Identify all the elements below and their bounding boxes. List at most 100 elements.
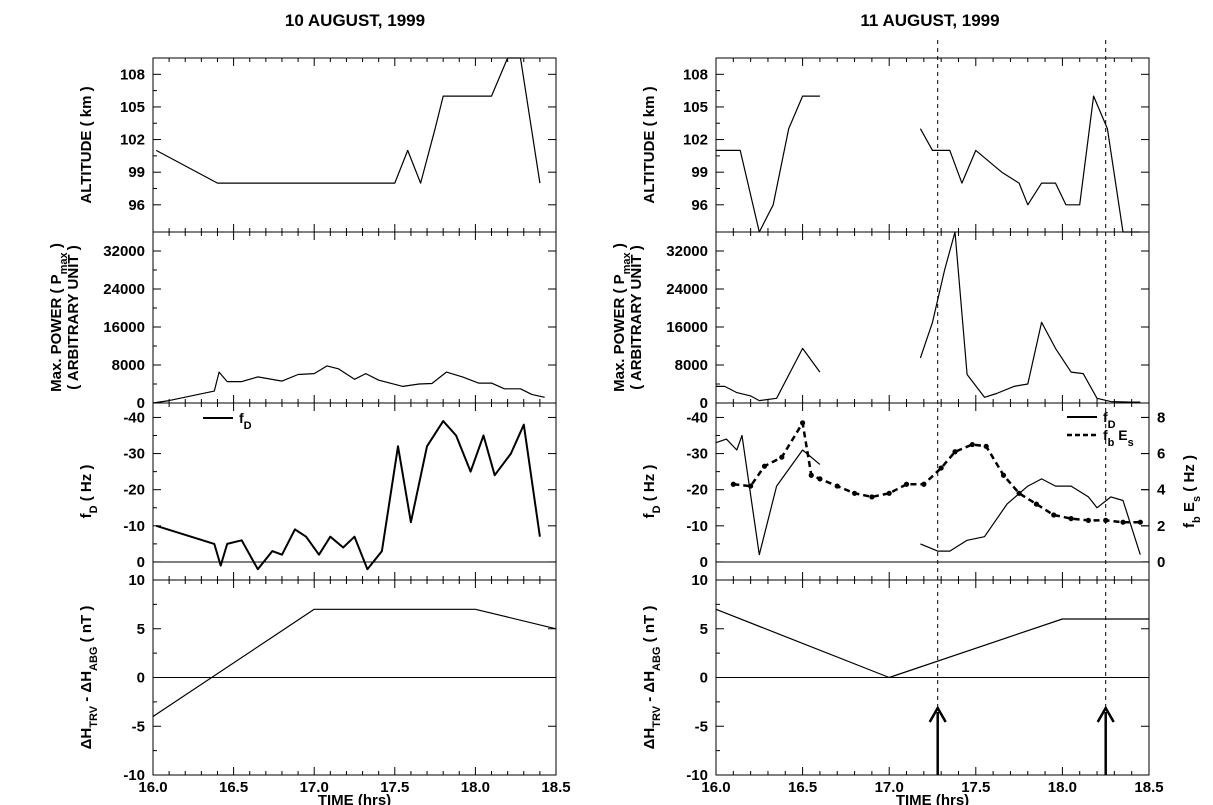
y-tick-label: 5	[700, 621, 708, 638]
y-tick-label: 5	[137, 621, 145, 638]
series-line-main-1	[715, 608, 1149, 679]
y-tick-label: 10	[691, 572, 708, 589]
y-right-tick-label: 0	[1157, 554, 1165, 571]
x-tick-label: 18.5	[1134, 779, 1163, 796]
y-axis-label: Max. POWER ( Pmax​ )	[611, 243, 633, 392]
series-line-main-1	[152, 608, 557, 717]
series-point	[817, 476, 823, 482]
x-tick-label: 17.0	[875, 779, 904, 796]
y-axis-label: ALTITUDE ( km )	[641, 86, 658, 203]
y-tick-label: 0	[137, 670, 145, 687]
panel-frame	[152, 402, 557, 581]
panel-frame	[715, 231, 1150, 404]
series-point	[851, 490, 858, 496]
y-axis-label: ΔHTRV​ - ΔHABG​ ( nT )	[641, 606, 663, 750]
y-tick-label: -5	[695, 718, 708, 735]
series-point	[779, 454, 785, 460]
legend: fD​fb​ Es​	[1067, 409, 1134, 449]
y-axis-label: fD​ ( Hz )	[78, 465, 100, 519]
x-tick-label: 17.5	[380, 779, 409, 796]
chart-title: 10 AUGUST, 1999	[285, 11, 425, 30]
event-arrow-head	[1096, 705, 1115, 723]
y-right-tick-label: 2	[1157, 518, 1165, 535]
y-tick-label: -10	[686, 518, 708, 535]
y-tick-label: 108	[120, 66, 145, 83]
x-tick-label: 16.0	[138, 779, 167, 796]
y-axis-label: ΔHTRV​ - ΔHABG​ ( nT )	[78, 606, 100, 750]
y-tick-label: 102	[683, 132, 708, 149]
y-tick-label: 102	[120, 132, 145, 149]
panel-frame	[715, 402, 1150, 581]
y-right-tick-label: 6	[1157, 446, 1165, 463]
legend: fD​	[203, 410, 252, 432]
x-tick-label: 16.5	[219, 779, 248, 796]
x-tick-label: 18.0	[461, 779, 490, 796]
series-point	[1120, 519, 1126, 525]
y-tick-label: 105	[120, 99, 145, 116]
y-axis-label: fD​ ( Hz )	[641, 465, 663, 519]
panel-power: 0 8000 16000 24000 32000 Max. POWER ( Pmax​ )…	[48, 231, 557, 412]
series-line-fd-1	[715, 434, 821, 556]
series-point	[886, 490, 892, 496]
event-arrow-head	[928, 705, 947, 723]
y-tick-label: 16000	[103, 319, 145, 336]
y-axis-label: ALTITUDE ( km )	[78, 86, 95, 203]
x-tick-label: 17.5	[961, 779, 990, 796]
series-point	[1068, 515, 1074, 522]
legend-label: fb​ Es​	[1103, 427, 1134, 449]
series-point	[1016, 490, 1022, 496]
series-line-main-2	[919, 231, 1141, 403]
panel-doppler: 0 -10 -20 -30 -40 fD​ ( Hz ) 0 2 4 6 8 fb​ Es​ ( Hz…	[641, 402, 1203, 581]
y-tick-label: 105	[683, 99, 708, 116]
series-point	[1033, 501, 1040, 507]
series-point	[808, 472, 814, 478]
series-line-main-2	[919, 95, 1141, 233]
y-tick-label: -20	[123, 482, 145, 499]
series-point	[983, 443, 989, 449]
y-tick-label: -40	[123, 409, 145, 426]
x-tick-label: 16.5	[788, 779, 817, 796]
y-tick-label: 8000	[675, 357, 708, 374]
series-line-main-1	[152, 365, 545, 404]
series-line-fd-2	[920, 478, 1141, 555]
series-point	[969, 441, 975, 448]
y-tick-label: -40	[686, 409, 708, 426]
y-tick-label: 99	[128, 164, 145, 181]
y-right-axis-label: fb​ Es​ ( Hz )	[1181, 455, 1203, 528]
y-tick-label: -30	[686, 446, 708, 463]
legend-label: fD​	[239, 410, 252, 432]
series-point	[869, 494, 875, 500]
y-tick-label: -30	[123, 446, 145, 463]
series-point	[761, 463, 768, 469]
series-point	[903, 481, 910, 487]
series-point	[800, 420, 806, 426]
series-line-fd-1	[155, 420, 541, 571]
panel-frame	[152, 231, 557, 404]
panel-frame	[715, 57, 1150, 233]
y-tick-label: -10	[123, 767, 145, 784]
y-tick-label: -20	[686, 482, 708, 499]
y-axis-label-2: ( ARBITRARY UNIT )	[65, 245, 82, 389]
panel-frame	[152, 57, 557, 233]
series-line-fbes-3	[733, 421, 1141, 524]
series-line-main-1	[155, 57, 541, 184]
panel-deltaH: -10 -5 0 5 10 ΔHTRV​ - ΔHABG​ ( nT )	[78, 572, 557, 784]
series-point	[1137, 519, 1143, 525]
series-point	[748, 483, 754, 489]
panel-deltaH: -10 -5 0 5 10 ΔHTRV​ - ΔHABG​ ( nT )	[641, 572, 1150, 784]
series-point	[834, 483, 840, 489]
y-tick-label: 0	[137, 554, 145, 571]
x-tick-label: 16.0	[701, 779, 730, 796]
panel-doppler: 0 -10 -20 -30 -40 fD​ ( Hz ) fD​	[78, 402, 557, 581]
series-point	[952, 449, 958, 455]
y-tick-label: 24000	[103, 281, 145, 298]
series-point	[938, 465, 944, 471]
panel-power: 0 8000 16000 24000 32000 Max. POWER ( Pmax​ )…	[611, 231, 1150, 412]
series-point	[730, 481, 736, 487]
series-point	[921, 481, 927, 487]
y-tick-label: 10	[128, 572, 145, 589]
y-tick-label: -10	[123, 518, 145, 535]
